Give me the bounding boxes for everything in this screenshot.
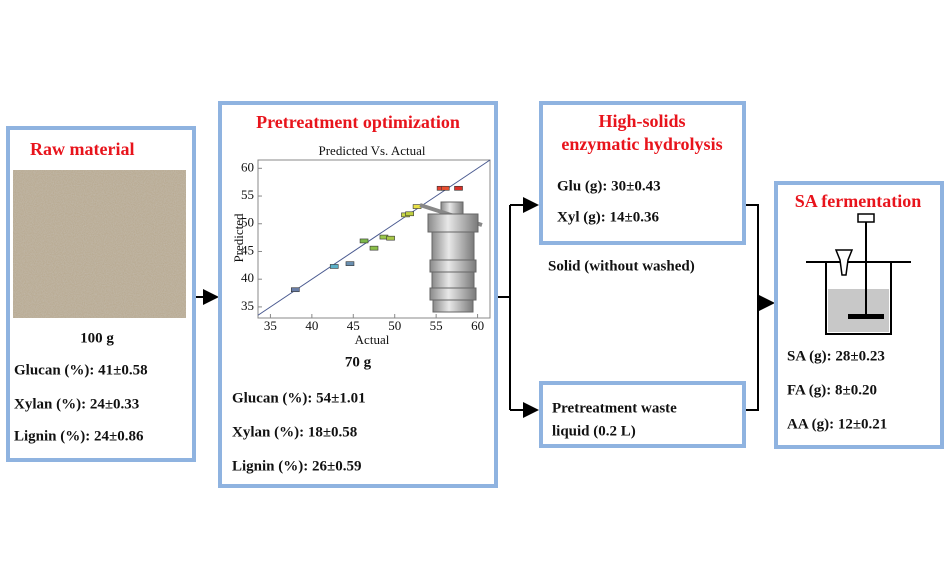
result: Xyl (g): 14±0.36	[557, 209, 659, 225]
mass: 100 g	[80, 330, 114, 346]
result: SA (g): 28±0.23	[787, 348, 885, 364]
composition: Xylan (%): 18±0.58	[232, 424, 357, 440]
y-tick-label: 45	[241, 242, 254, 257]
data-point	[405, 211, 414, 217]
composition: Lignin (%): 26±0.59	[232, 458, 362, 474]
box-title: SA fermentation	[795, 191, 921, 211]
y-tick-label: 50	[241, 215, 254, 230]
composition: Lignin (%): 24±0.86	[14, 428, 144, 444]
data-point	[454, 185, 463, 191]
mass: 70 g	[345, 354, 372, 370]
y-tick-label: 55	[241, 187, 254, 202]
reactor-icon	[419, 201, 483, 313]
x-tick-label: 40	[305, 318, 318, 333]
box-title: Pretreatment optimization	[256, 112, 460, 132]
data-point	[290, 287, 300, 293]
box-title: High-solids	[598, 111, 685, 131]
box-title: Raw material	[30, 139, 134, 159]
x-tick-label: 55	[430, 318, 443, 333]
data-point	[329, 264, 339, 269]
waste-label: Pretreatment waste	[552, 400, 677, 416]
y-tick-label: 40	[241, 270, 254, 285]
y-axis-label: Predicted	[231, 213, 246, 263]
composition: Glucan (%): 54±1.01	[232, 390, 366, 406]
fermenter-icon	[806, 213, 911, 335]
x-tick-label: 45	[347, 318, 360, 333]
data-point	[369, 245, 379, 251]
solid-note: Solid (without washed)	[548, 258, 695, 274]
plot-title: Predicted Vs. Actual	[319, 143, 426, 158]
x-axis-label: Actual	[355, 332, 390, 347]
x-tick-label: 35	[264, 318, 277, 333]
y-tick-label: 35	[241, 298, 254, 313]
box-title: enzymatic hydrolysis	[561, 134, 722, 154]
composition: Xylan (%): 24±0.33	[14, 396, 139, 412]
waste-liquid-box	[539, 381, 746, 448]
x-tick-label: 60	[471, 318, 484, 333]
waste-label: liquid (0.2 L)	[552, 423, 636, 439]
result: AA (g): 12±0.21	[787, 416, 887, 432]
scatter-plot: Predicted Vs. Actual Actual Predicted 35…	[231, 143, 491, 347]
material-photo	[13, 170, 186, 318]
hydrolysis-box	[539, 101, 746, 245]
composition: Glucan (%): 41±0.58	[14, 362, 148, 378]
result: Glu (g): 30±0.43	[557, 178, 661, 194]
data-point	[386, 235, 395, 241]
x-tick-label: 50	[388, 318, 401, 333]
data-point	[345, 261, 355, 266]
data-point	[359, 238, 369, 244]
connectors	[194, 197, 775, 418]
result: FA (g): 8±0.20	[787, 382, 877, 398]
y-tick-label: 60	[241, 159, 254, 174]
data-point	[440, 185, 450, 191]
